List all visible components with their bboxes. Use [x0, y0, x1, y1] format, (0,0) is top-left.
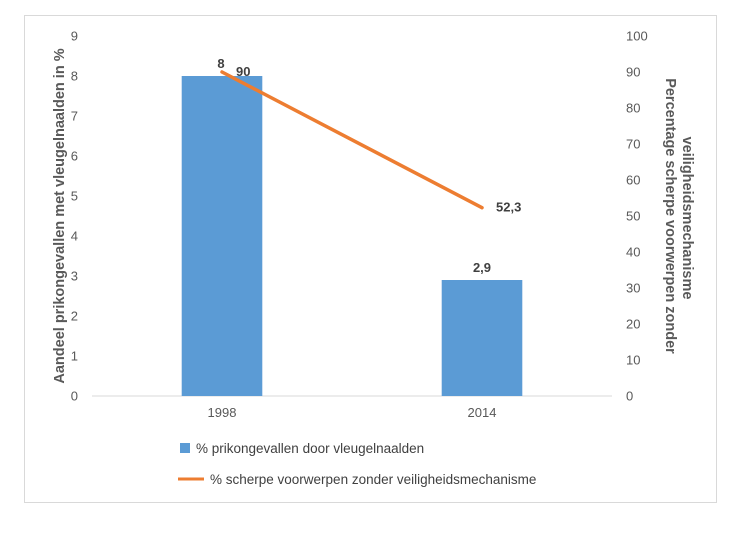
y-left-tick-label: 8 [71, 69, 78, 84]
x-category-label: 2014 [468, 405, 497, 420]
y-right-tick-label: 60 [626, 173, 640, 188]
y-left-tick-label: 5 [71, 189, 78, 204]
y-right-tick-label: 10 [626, 353, 640, 368]
y-left-tick-label: 2 [71, 309, 78, 324]
y-right-tick-label: 70 [626, 137, 640, 152]
y-right-tick-label: 0 [626, 389, 633, 404]
bar [181, 76, 263, 396]
bar [441, 280, 523, 396]
y-left-tick-label: 1 [71, 349, 78, 364]
y-left-tick-label: 9 [71, 29, 78, 44]
legend-line-label: % scherpe voorwerpen zonder veiligheidsm… [210, 472, 536, 487]
y-right-axis-title-line-1: Percentage scherpe voorwerpen zonder [662, 78, 678, 354]
y-right-tick-label: 80 [626, 101, 640, 116]
legend-bar-label: % prikongevallen door vleugelnaalden [196, 441, 424, 456]
y-right-tick-label: 90 [626, 65, 640, 80]
line-series-path [220, 70, 484, 210]
y-left-tick-label: 7 [71, 109, 78, 124]
y-right-tick-label: 100 [626, 29, 648, 44]
x-category-label: 1998 [208, 405, 237, 420]
legend-bar-swatch [180, 443, 190, 453]
bar-data-label: 8 [217, 56, 224, 71]
y-right-axis-title: Percentage scherpe voorwerpen zonder vei… [662, 78, 695, 358]
chart-frame [24, 15, 717, 503]
y-right-tick-label: 30 [626, 281, 640, 296]
y-left-axis-title: Aandeel prikongevallen met vleugelnaalde… [52, 48, 68, 383]
y-right-tick-label: 20 [626, 317, 640, 332]
y-left-tick-label: 3 [71, 269, 78, 284]
line-data-label: 52,3 [496, 200, 521, 215]
y-left-tick-label: 0 [71, 389, 78, 404]
legend: % prikongevallen door vleugelnaalden % s… [178, 441, 536, 487]
line-data-label: 90 [236, 64, 250, 79]
y-left-tick-label: 6 [71, 149, 78, 164]
y-left-tick-label: 4 [71, 229, 78, 244]
y-right-tick-label: 50 [626, 209, 640, 224]
line-point [220, 70, 224, 74]
y-right-axis-title-line-2: veiligheidsmechanisme [679, 137, 695, 300]
y-right-tick-label: 40 [626, 245, 640, 260]
bar-data-label: 2,9 [473, 260, 491, 275]
line-point [480, 206, 484, 210]
